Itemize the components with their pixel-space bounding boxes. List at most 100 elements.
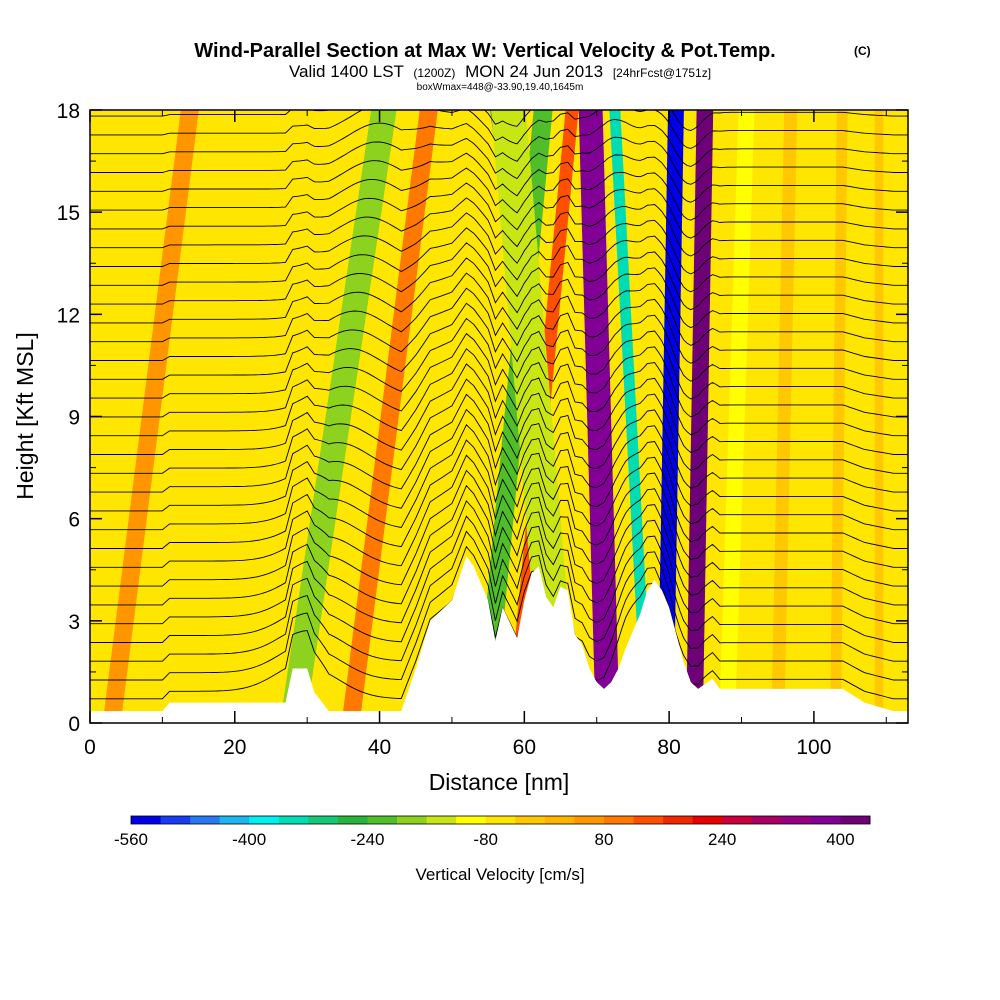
y-tick-label: 15	[57, 202, 80, 225]
isentrope-line	[90, 257, 908, 329]
isentrope-line	[90, 484, 908, 606]
velocity-band-13	[874, 110, 884, 723]
isentrope-line	[90, 110, 908, 131]
isentrope-line	[90, 439, 908, 549]
colorbar-swatch	[515, 816, 546, 824]
colorbar-swatch	[308, 816, 339, 824]
colorbar: -560 -400 -240 -80 80 240 400	[114, 815, 871, 849]
x-axis-label: Distance [nm]	[429, 769, 570, 795]
colorbar-swatch	[810, 816, 841, 824]
isentrope-line	[90, 167, 908, 221]
colorbar-swatch	[426, 816, 457, 824]
y-tick-label: 18	[57, 100, 80, 123]
colorbar-swatch	[131, 816, 161, 824]
x-tick-label: 20	[223, 736, 246, 759]
isentrope-line	[90, 136, 908, 185]
colorbar-swatch	[160, 816, 191, 824]
colorbar-swatch	[337, 816, 368, 824]
colorbar-swatch	[456, 816, 487, 824]
isentrope-line	[90, 110, 908, 149]
isentrope-line	[90, 118, 908, 167]
y-tick-label: 3	[68, 611, 80, 634]
chart-subtitle-box: boxWmax=448@-33.90,19.40,1645m	[417, 82, 584, 93]
isentrope-line	[90, 348, 908, 437]
colorbar-swatch	[692, 816, 723, 824]
isentrope-line	[90, 454, 908, 568]
x-axis: 0 20 40 60 80 100	[84, 110, 887, 759]
colorbar-tick-label: -400	[232, 830, 266, 849]
colorbar-swatch	[397, 816, 427, 824]
title-copyright-mark: (C)	[854, 44, 871, 58]
velocity-band-9	[686, 110, 714, 723]
isentrope-line	[90, 408, 908, 512]
colorbar-swatch	[751, 816, 782, 824]
colorbar-swatch	[603, 816, 634, 824]
colorbar-swatch	[278, 816, 309, 824]
y-axis-label: Height [Kft MSL]	[12, 332, 38, 499]
y-tick-label: 12	[57, 304, 80, 327]
subtitle-part-b-small: [24hrFcst@1751z]	[613, 66, 711, 80]
isentrope-line	[90, 212, 908, 275]
terrain-mask	[90, 556, 908, 723]
velocity-band-7	[609, 110, 653, 723]
y-tick-label: 6	[68, 509, 80, 532]
colorbar-swatch	[544, 816, 575, 824]
isentrope-line	[90, 197, 908, 257]
subtitle-part-b: MON 24 Jun 2013	[465, 62, 603, 81]
colorbar-swatch	[190, 816, 221, 824]
isentrope-line	[90, 560, 908, 700]
colorbar-tick-label: 80	[595, 830, 614, 849]
colorbar-swatch	[633, 816, 664, 824]
x-tick-label: 40	[368, 736, 391, 759]
velocity-band-0	[280, 110, 397, 723]
isentrope-line	[90, 272, 908, 346]
isentrope-line	[90, 287, 908, 364]
colorbar-swatch	[663, 816, 694, 824]
isentrope-line	[90, 332, 908, 418]
isentrope-line	[90, 363, 908, 455]
isentrope-line	[90, 317, 908, 400]
x-tick-label: 60	[513, 736, 536, 759]
colorbar-tick-label: -80	[473, 830, 498, 849]
potential-temperature-contours	[90, 110, 908, 700]
colorbar-swatch	[485, 816, 516, 824]
chart-subtitle: Valid 1400 LST (1200Z) MON 24 Jun 2013 […	[289, 62, 711, 81]
isentrope-line	[90, 378, 908, 474]
isentrope-line	[90, 424, 908, 531]
isentrope-line	[90, 500, 908, 625]
colorbar-swatch	[574, 816, 605, 824]
colorbar-frame	[130, 815, 871, 825]
y-axis: 0 3 6 9 12 15 18	[57, 100, 908, 736]
velocity-band-8	[657, 110, 684, 723]
isentrope-line	[90, 393, 908, 493]
isentrope-line	[90, 182, 908, 239]
chart-title: Wind-Parallel Section at Max W: Vertical…	[194, 40, 775, 62]
colorbar-tick-label: 400	[826, 830, 854, 849]
isentrope-line	[90, 515, 908, 643]
y-tick-label: 9	[68, 407, 80, 430]
title-group: Wind-Parallel Section at Max W: Vertical…	[194, 40, 870, 93]
isentrope-line	[90, 530, 908, 662]
isentrope-line	[90, 469, 908, 587]
colorbar-swatch	[722, 816, 753, 824]
x-tick-label: 0	[84, 736, 96, 759]
velocity-band-5	[491, 110, 578, 723]
x-tick-label: 100	[796, 736, 831, 759]
colorbar-swatch	[219, 816, 250, 824]
colorbar-swatch	[367, 816, 398, 824]
isentrope-line	[90, 227, 908, 293]
subtitle-part-a-small: (1200Z)	[413, 66, 455, 80]
colorbar-swatch	[249, 816, 280, 824]
isentrope-line	[90, 302, 908, 382]
isentrope-line	[90, 242, 908, 311]
colorbar-swatch	[781, 816, 812, 824]
colorbar-tick-label: -560	[114, 830, 148, 849]
isentrope-line	[90, 152, 908, 203]
colorbar-swatch	[840, 816, 871, 824]
x-tick-label: 80	[657, 736, 680, 759]
y-tick-label: 0	[68, 713, 80, 736]
plot-area	[90, 110, 908, 723]
isentrope-line	[90, 545, 908, 681]
subtitle-part-a: Valid 1400 LST	[289, 62, 404, 81]
